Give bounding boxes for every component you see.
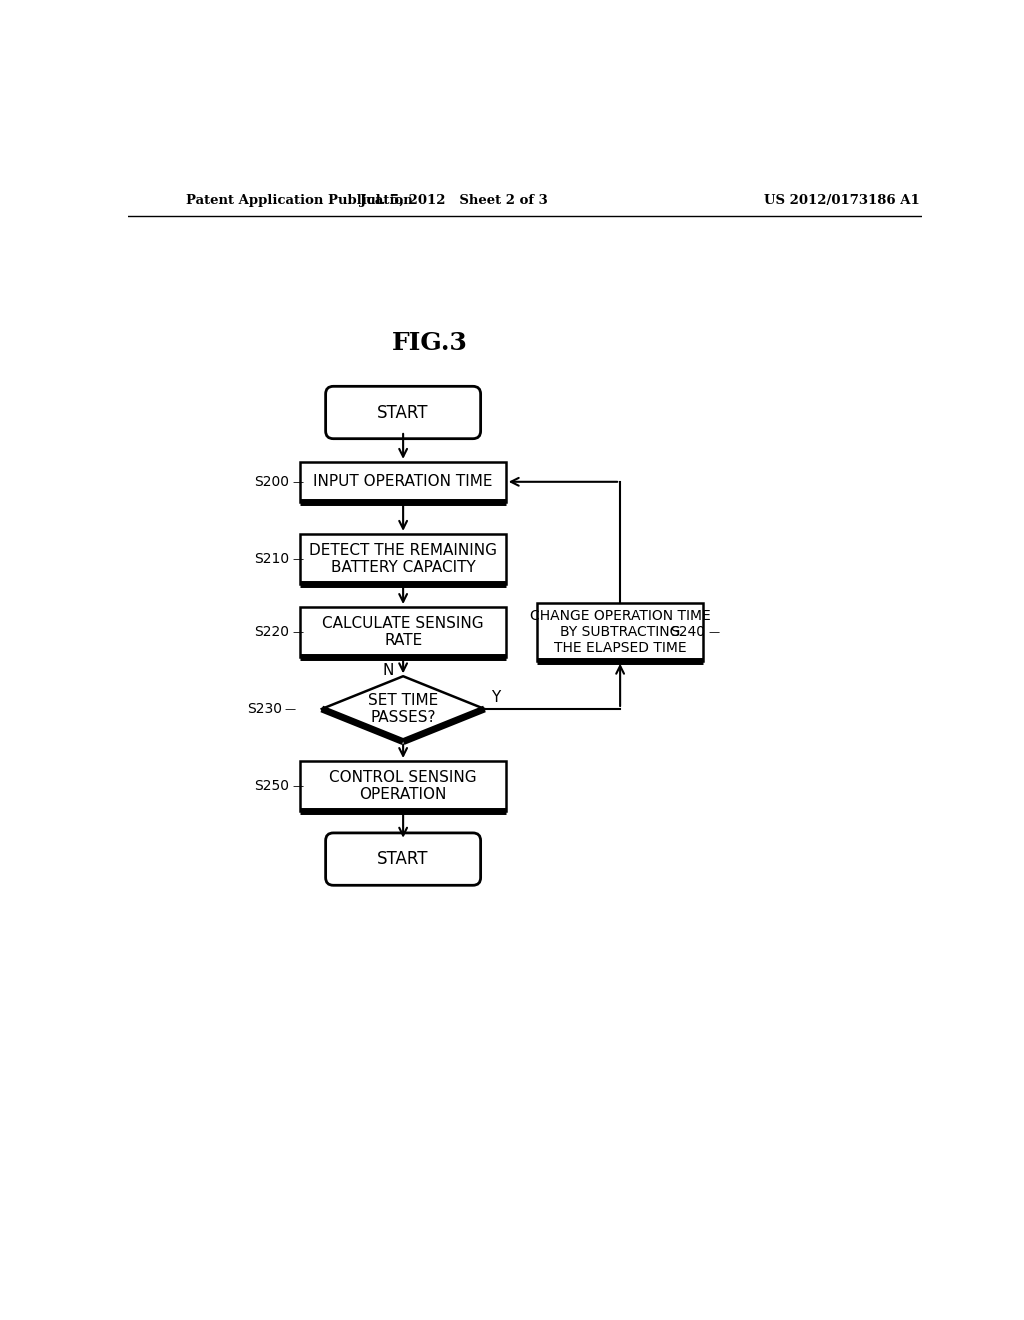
Bar (300, 533, 506, 583)
Bar (537, 603, 703, 661)
Text: S250: S250 (255, 779, 290, 793)
Text: S210: S210 (254, 552, 290, 566)
Text: Jul. 5, 2012   Sheet 2 of 3: Jul. 5, 2012 Sheet 2 of 3 (359, 194, 548, 207)
Text: SET TIME
PASSES?: SET TIME PASSES? (368, 693, 438, 725)
Text: —: — (293, 477, 304, 487)
Text: Patent Application Publication: Patent Application Publication (186, 194, 413, 207)
Text: S220: S220 (255, 624, 290, 639)
Bar (300, 462, 506, 502)
Text: —: — (293, 781, 304, 791)
Text: DETECT THE REMAINING
BATTERY CAPACITY: DETECT THE REMAINING BATTERY CAPACITY (309, 543, 497, 576)
Polygon shape (322, 676, 484, 742)
Text: —: — (285, 704, 296, 714)
Text: —: — (293, 627, 304, 638)
Bar (300, 607, 506, 657)
FancyBboxPatch shape (326, 833, 480, 886)
Text: N: N (382, 664, 394, 678)
Text: US 2012/0173186 A1: US 2012/0173186 A1 (764, 194, 920, 207)
Text: S240: S240 (670, 624, 705, 639)
Text: CALCULATE SENSING
RATE: CALCULATE SENSING RATE (323, 615, 484, 648)
Text: START: START (378, 404, 429, 421)
Text: CHANGE OPERATION TIME
BY SUBTRACTING
THE ELAPSED TIME: CHANGE OPERATION TIME BY SUBTRACTING THE… (529, 609, 711, 655)
Text: Y: Y (490, 690, 500, 705)
Text: —: — (293, 554, 304, 564)
Text: INPUT OPERATION TIME: INPUT OPERATION TIME (313, 474, 493, 490)
FancyBboxPatch shape (326, 387, 480, 438)
Bar (300, 760, 506, 810)
Text: CONTROL SENSING
OPERATION: CONTROL SENSING OPERATION (330, 770, 477, 803)
Text: S200: S200 (255, 475, 290, 488)
Text: —: — (708, 627, 719, 638)
Text: S230: S230 (247, 702, 282, 715)
Text: START: START (378, 850, 429, 869)
Text: FIG.3: FIG.3 (392, 331, 468, 355)
